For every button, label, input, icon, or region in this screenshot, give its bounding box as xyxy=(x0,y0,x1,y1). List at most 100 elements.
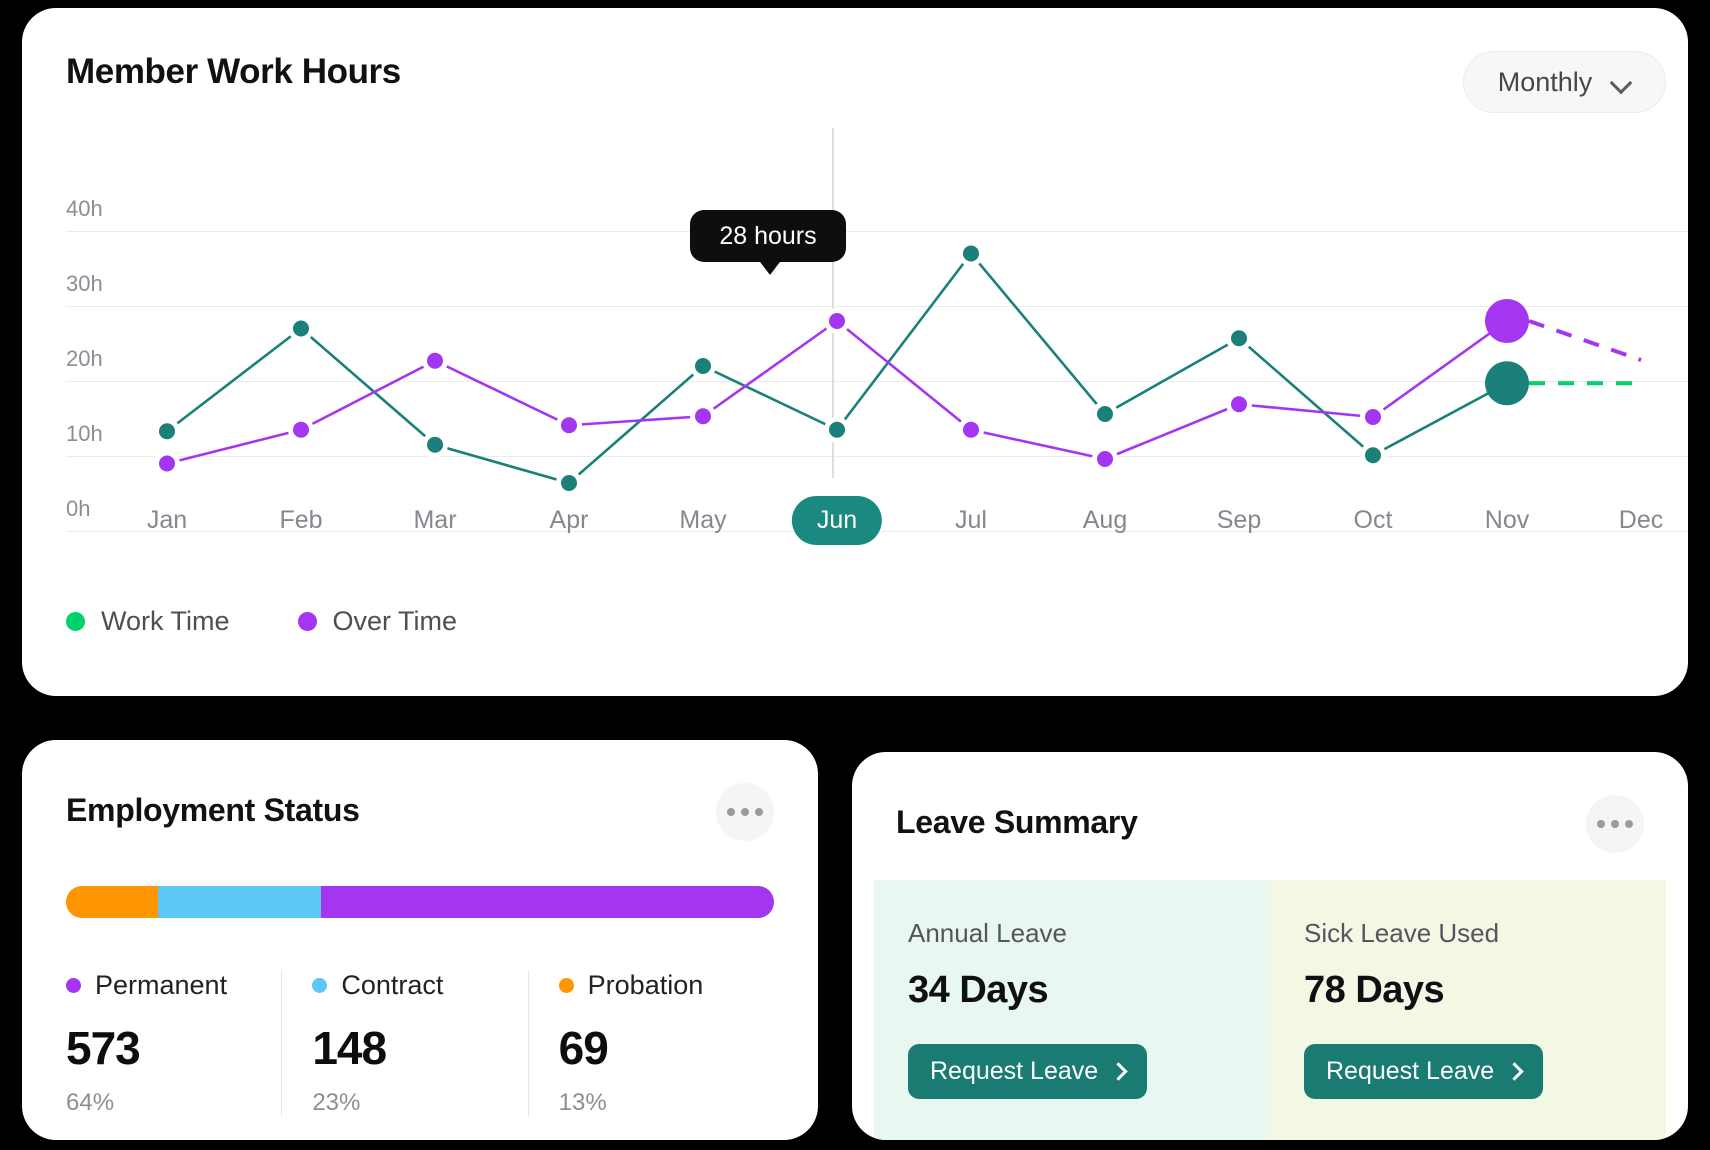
x-axis-month-dec[interactable]: Dec xyxy=(1618,506,1664,534)
data-point-over-time-feb[interactable] xyxy=(293,421,309,438)
employment-col-value: 148 xyxy=(312,1022,387,1074)
data-point-over-time-may[interactable] xyxy=(695,408,711,425)
kebab-menu-icon[interactable] xyxy=(716,783,774,841)
employment-col-contract: Contract 148 23% xyxy=(281,970,527,1117)
chart-tooltip-arrow xyxy=(757,258,783,275)
bar-segment-contract xyxy=(158,886,321,918)
kebab-dot-2 xyxy=(741,808,749,816)
request-leave-button[interactable]: Request Leave xyxy=(908,1044,1148,1099)
gridline-10h xyxy=(66,456,1688,457)
data-point-over-time-oct[interactable] xyxy=(1365,409,1381,425)
x-axis-month-apr[interactable]: Apr xyxy=(549,506,589,534)
data-point-over-time-jun[interactable] xyxy=(829,313,845,329)
kebab-dot-3 xyxy=(1625,820,1633,828)
leave-tile-label: Annual Leave xyxy=(908,918,1068,948)
employment-col-header: Probation xyxy=(558,970,774,1001)
data-point-work-time-jul[interactable] xyxy=(963,245,979,262)
data-point-work-time-nov[interactable] xyxy=(1485,361,1529,406)
leave-summary-title: Leave Summary xyxy=(896,804,1138,840)
data-point-over-time-aug[interactable] xyxy=(1097,451,1113,467)
y-axis-label-20h: 20h xyxy=(66,346,103,371)
legend-label-work-time: Work Time xyxy=(101,606,230,636)
y-axis-label-10h: 10h xyxy=(66,421,103,446)
bar-segment-permanent xyxy=(320,886,774,918)
employment-col-name: Permanent xyxy=(95,970,228,1000)
x-axis-months: Jan Feb Mar Apr May Jun Jul Aug Sep Oct Nov Dec xyxy=(22,496,1688,556)
kebab-dot-2 xyxy=(1611,820,1619,828)
data-point-work-time-may[interactable] xyxy=(695,358,711,374)
period-dropdown-label: Monthly xyxy=(1497,66,1593,97)
data-point-over-time-apr[interactable] xyxy=(561,417,577,434)
request-leave-button[interactable]: Request Leave xyxy=(1304,1044,1544,1099)
request-leave-button-label: Request Leave xyxy=(1326,1057,1495,1085)
chevron-right-icon xyxy=(1508,1065,1521,1078)
chart-tooltip: 28 hours xyxy=(690,210,846,262)
x-axis-month-feb[interactable]: Feb xyxy=(279,506,323,534)
period-dropdown[interactable]: Monthly xyxy=(1463,51,1666,113)
x-axis-month-jan[interactable]: Jan xyxy=(146,506,188,534)
status-dot-icon-contract xyxy=(312,978,328,993)
work-hours-chart: 40h 30h 20h 10h 0h 28 hours Jan Feb Mar Apr… xyxy=(22,8,1688,696)
data-point-over-time-jul[interactable] xyxy=(963,421,979,438)
bar-segment-probation xyxy=(66,886,159,918)
series-forecast-over-time xyxy=(1528,319,1642,362)
x-axis-month-jun[interactable]: Jun xyxy=(791,496,883,545)
employment-col-header: Contract xyxy=(312,970,527,1001)
data-point-work-time-jun[interactable] xyxy=(829,421,845,438)
leave-tiles: Annual Leave 34 Days Request Leave Sick Lea… xyxy=(874,880,1688,1140)
data-point-work-time-apr[interactable] xyxy=(561,475,577,491)
request-leave-button-label: Request Leave xyxy=(930,1057,1099,1085)
x-axis-month-mar[interactable]: Mar xyxy=(413,506,457,534)
kebab-dot-1 xyxy=(1597,820,1605,828)
x-axis-month-jul[interactable]: Jul xyxy=(955,506,987,534)
employment-col-value: 573 xyxy=(66,1022,141,1074)
x-axis-month-oct[interactable]: Oct xyxy=(1353,506,1393,534)
status-dot-icon-probation xyxy=(558,978,574,993)
employment-col-value: 69 xyxy=(558,1022,609,1074)
employment-col-percent: 23% xyxy=(312,1089,361,1116)
employment-col-permanent: Permanent 573 64% xyxy=(66,970,281,1117)
x-axis-month-nov[interactable]: Nov xyxy=(1484,506,1530,534)
data-point-work-time-oct[interactable] xyxy=(1365,447,1381,464)
employment-status-bar xyxy=(66,886,774,918)
employment-col-percent: 64% xyxy=(66,1089,115,1116)
chart-crosshair xyxy=(832,128,834,478)
legend-item-over-time[interactable]: Over Time xyxy=(297,606,458,637)
leave-tile-annual-leave: Annual Leave 34 Days Request Leave xyxy=(874,880,1270,1140)
data-point-work-time-mar[interactable] xyxy=(427,436,443,453)
employment-col-probation: Probation 69 13% xyxy=(527,970,774,1117)
status-dot-icon-permanent xyxy=(66,978,81,993)
y-axis-label-40h: 40h xyxy=(66,196,103,221)
chart-legend: Work Time Over Time xyxy=(66,606,457,637)
x-axis-month-may[interactable]: May xyxy=(679,506,727,534)
data-point-work-time-feb[interactable] xyxy=(293,320,309,337)
employment-status-breakdown: Permanent 573 64% Contract 148 23% Probation 69… xyxy=(66,970,774,1117)
data-point-work-time-aug[interactable] xyxy=(1097,406,1113,422)
data-point-over-time-jan[interactable] xyxy=(159,455,175,472)
gridline-30h xyxy=(66,306,1688,307)
x-axis-month-aug[interactable]: Aug xyxy=(1082,506,1128,534)
legend-label-over-time: Over Time xyxy=(332,606,458,636)
kebab-menu-icon[interactable] xyxy=(1586,795,1644,853)
leave-tile-sick-leave-used: Sick Leave Used 78 Days Request Leave xyxy=(1270,880,1666,1140)
employment-col-name: Contract xyxy=(341,970,444,1000)
chart-tooltip-text: 28 hours xyxy=(719,221,817,250)
member-work-hours-card: Member Work Hours Monthly 40h 30h 20h 10… xyxy=(22,8,1688,696)
employment-col-name: Probation xyxy=(587,970,704,1000)
kebab-dot-1 xyxy=(727,808,735,816)
x-axis-month-sep[interactable]: Sep xyxy=(1216,506,1262,534)
data-point-over-time-mar[interactable] xyxy=(427,352,443,369)
page-title: Member Work Hours xyxy=(66,52,401,91)
data-point-work-time-sep[interactable] xyxy=(1231,330,1247,347)
data-point-work-time-jan[interactable] xyxy=(159,423,175,440)
leave-tile-value: 78 Days xyxy=(1304,969,1445,1011)
employment-status-title: Employment Status xyxy=(66,792,360,828)
y-axis-label-0h: 0h xyxy=(66,496,91,521)
legend-item-work-time[interactable]: Work Time xyxy=(66,606,230,637)
data-point-over-time-sep[interactable] xyxy=(1231,396,1247,413)
data-point-over-time-nov[interactable] xyxy=(1485,299,1529,343)
employment-status-card: Employment Status Permanent 573 64% Contrac… xyxy=(22,740,818,1140)
leave-tile-label: Sick Leave Used xyxy=(1304,918,1500,948)
legend-dot-icon-over-time xyxy=(297,612,317,631)
gridline-20h xyxy=(66,381,1688,382)
